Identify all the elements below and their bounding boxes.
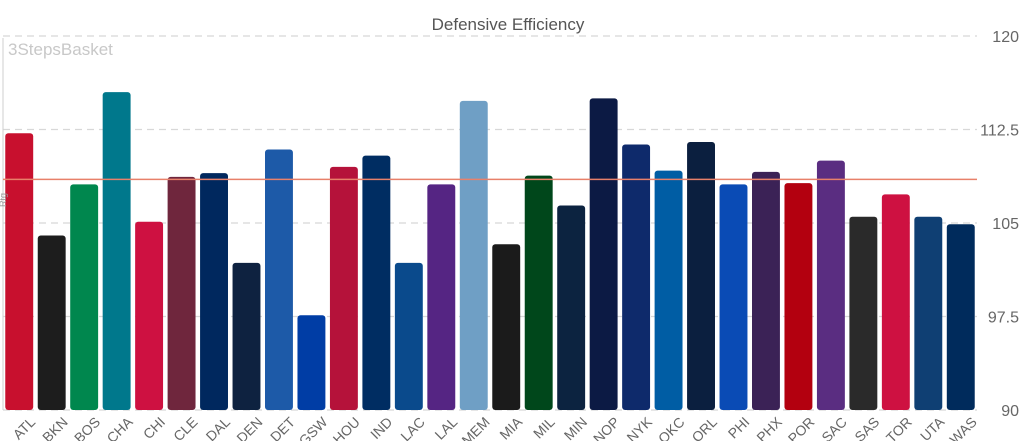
bar-uta: [914, 216, 943, 410]
bar-mil: [524, 175, 553, 410]
x-tick-label: MIA: [496, 413, 525, 441]
bar-cle: [167, 176, 196, 410]
bar-mia: [492, 244, 521, 410]
bar-chi: [135, 221, 164, 410]
bar-den: [232, 262, 261, 410]
bar-ind: [362, 155, 391, 410]
x-tick-label: PHI: [725, 414, 753, 441]
x-tick-label: GSW: [295, 413, 331, 441]
bar-min: [557, 205, 586, 410]
x-tick-label: LAC: [397, 414, 428, 441]
bar-gsw: [297, 315, 326, 410]
bar-nop: [589, 98, 618, 410]
x-tick-label: ORL: [688, 414, 720, 441]
bar-was: [946, 224, 975, 410]
bar-mem: [459, 100, 488, 411]
x-tick-label: CLE: [170, 414, 201, 441]
bar-dal: [200, 173, 228, 410]
x-tick-label: DAL: [202, 414, 233, 441]
x-tick-label: MEM: [458, 414, 492, 441]
bar-sas: [849, 216, 878, 410]
bar-bkn: [37, 235, 66, 410]
x-tick-label: MIN: [561, 414, 590, 441]
bar-sac: [816, 160, 845, 410]
x-tick-label: PHX: [753, 413, 785, 441]
bar-atl: [5, 133, 34, 411]
x-tick-label: HOU: [330, 414, 363, 441]
x-tick-label: POR: [785, 414, 818, 441]
y-tick-label: 90: [1001, 403, 1019, 420]
x-tick-label: BOS: [71, 414, 103, 441]
bars: [5, 92, 975, 411]
x-tick-label: WAS: [946, 414, 979, 441]
x-tick-label: SAS: [851, 414, 882, 441]
x-tick-label: NOP: [590, 414, 623, 441]
bar-por: [784, 183, 813, 410]
x-tick-label: ATL: [10, 414, 39, 441]
bar-cha: [102, 92, 131, 410]
bar-tor: [881, 194, 910, 410]
y-tick-label: 105: [992, 216, 1019, 233]
x-tick-label: CHA: [103, 413, 136, 441]
y-tick-label: 120: [992, 29, 1019, 46]
x-tick-label: BKN: [39, 414, 71, 441]
x-tick-label: NYK: [623, 413, 655, 441]
x-tick-label: TOR: [883, 414, 915, 441]
bar-phi: [719, 184, 748, 410]
x-tick-label: DET: [267, 413, 298, 441]
x-tick-label: UTA: [917, 413, 948, 441]
x-tick-label: DEN: [233, 414, 265, 441]
bar-lac: [394, 262, 423, 410]
gridlines: [3, 35, 977, 411]
x-tick-label: OKC: [655, 414, 688, 441]
x-tick-label: MIL: [530, 414, 558, 441]
bar-lal: [427, 184, 456, 410]
bar-hou: [329, 166, 358, 410]
x-tick-label: SAC: [818, 414, 850, 441]
x-tick-label: LAL: [431, 414, 460, 441]
x-tick-label: CHI: [140, 414, 168, 441]
y-tick-label: 112.5: [980, 123, 1019, 140]
bar-det: [265, 149, 293, 411]
bar-phx: [752, 171, 780, 410]
y-tick-label: 97.5: [988, 310, 1019, 327]
bar-okc: [654, 170, 683, 410]
chart-title: Defensive Efficiency: [432, 15, 585, 34]
watermark: 3StepsBasket: [8, 40, 113, 59]
x-tick-label: IND: [367, 414, 395, 441]
bar-nyk: [622, 144, 651, 410]
y-axis-label: Rtg: [0, 193, 8, 207]
y-axis-ticks: 90 97.5 105 112.5 120: [980, 29, 1019, 420]
bar-bos: [70, 184, 99, 410]
bar-orl: [687, 141, 715, 410]
